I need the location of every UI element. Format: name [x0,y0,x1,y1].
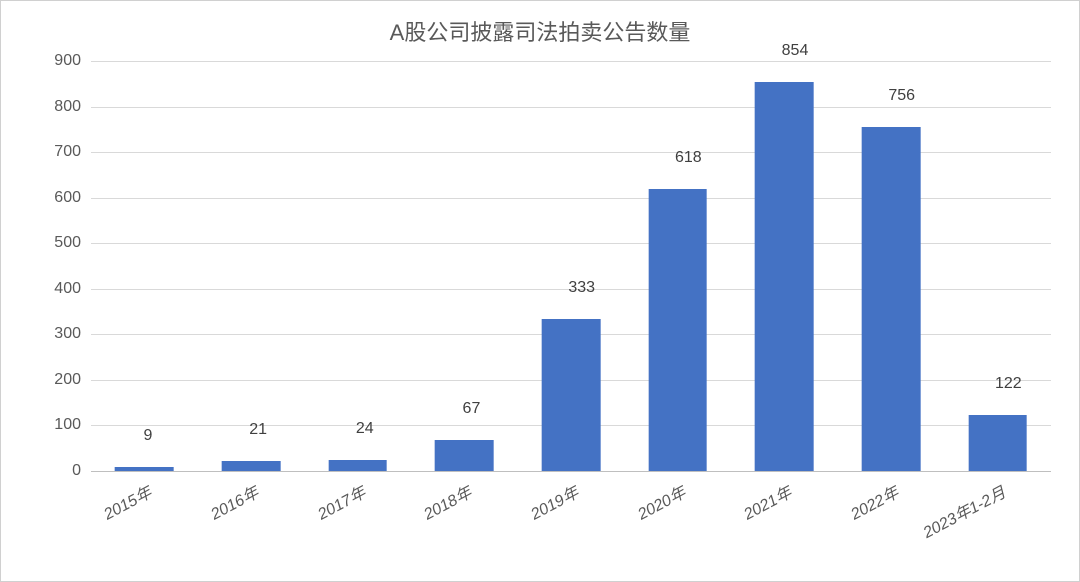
y-tick-label: 0 [72,462,81,480]
chart-title: A股公司披露司法拍卖公告数量 [1,1,1079,53]
bar-value-label: 854 [782,42,809,62]
bar-value-label: 122 [995,375,1022,395]
bar-value-label: 9 [143,427,152,447]
bar-slot: 333 [518,61,625,471]
bar-slot: 854 [731,61,838,471]
bar [755,82,814,471]
bar-value-label: 67 [463,400,481,420]
y-tick-label: 300 [54,325,81,343]
bar-slot: 756 [838,61,945,471]
x-tick-label: 2016年 [205,479,262,524]
bar-slot: 21 [198,61,305,471]
bar-slot: 618 [624,61,731,471]
chart-container: A股公司披露司法拍卖公告数量 0 100 200 300 400 500 600 700 800… [0,0,1080,582]
x-tick-label: 2022年 [845,479,902,524]
bar [328,460,387,471]
y-tick-label: 500 [54,234,81,252]
y-tick-label: 200 [54,371,81,389]
y-tick-label: 900 [54,52,81,70]
y-tick-label: 100 [54,416,81,434]
bar-value-label: 756 [888,87,915,107]
bar [862,127,921,471]
x-tick-label: 2021年 [739,479,796,524]
x-tick-label: 2019年 [525,479,582,524]
bar-slot: 122 [944,61,1051,471]
bar [542,319,601,471]
bar [435,440,494,471]
x-tick-label: 2017年 [312,479,369,524]
y-tick-label: 400 [54,280,81,298]
bar-slot: 24 [304,61,411,471]
y-tick-label: 700 [54,143,81,161]
bars-group: 9 21 24 67 333 618 854 756 122 [91,61,1051,471]
x-tick-label: 2020年 [632,479,689,524]
bar-value-label: 333 [568,279,595,299]
x-axis-labels: 2015年 2016年 2017年 2018年 2019年 2020年 2021年 2022年… [91,471,1051,571]
y-tick-label: 600 [54,189,81,207]
bar-value-label: 24 [356,420,374,440]
bar [648,189,707,471]
bar-value-label: 618 [675,149,702,169]
bar [968,415,1027,471]
bar-slot: 67 [411,61,518,471]
bar-slot: 9 [91,61,198,471]
bar [222,461,281,471]
x-tick-label: 2015年 [99,479,156,524]
x-tick-label: 2018年 [419,479,476,524]
plot-area: 0100200300400500600700800900 92124673336… [91,61,1051,471]
bar-value-label: 21 [249,421,267,441]
x-tick-label: 2023年1-2月 [918,479,1009,543]
y-tick-label: 800 [54,98,81,116]
